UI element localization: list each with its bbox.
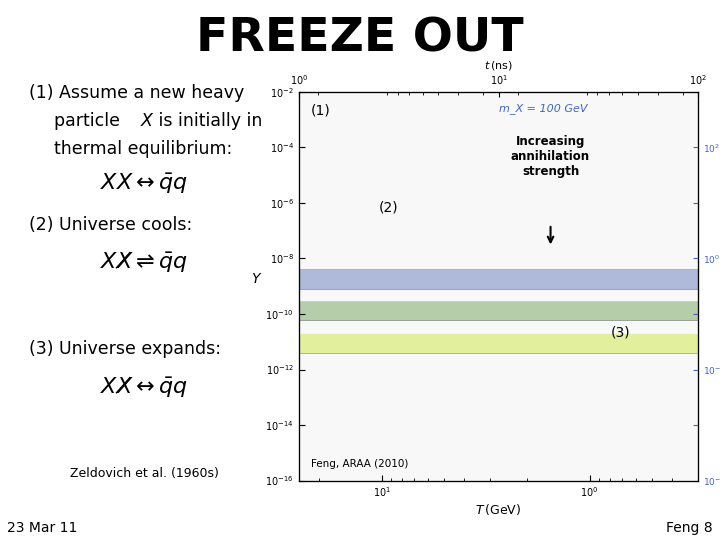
Text: (3): (3)	[611, 325, 630, 339]
Text: (1) Assume a new heavy: (1) Assume a new heavy	[29, 84, 244, 102]
Text: Feng, ARAA (2010): Feng, ARAA (2010)	[311, 459, 408, 469]
X-axis label: $t\,(\mathrm{ns})$: $t\,(\mathrm{ns})$	[485, 59, 513, 72]
Text: Feng 8: Feng 8	[666, 521, 713, 535]
Text: thermal equilibrium:: thermal equilibrium:	[54, 140, 233, 158]
Text: (2): (2)	[379, 201, 398, 215]
X-axis label: $T\,(\mathrm{GeV})$: $T\,(\mathrm{GeV})$	[475, 502, 522, 517]
Text: is initially in: is initially in	[153, 112, 262, 130]
Text: (1): (1)	[311, 104, 330, 118]
Text: m_X = 100 GeV: m_X = 100 GeV	[498, 104, 587, 114]
Text: FREEZE OUT: FREEZE OUT	[196, 16, 524, 61]
Text: Increasing
annihilation
strength: Increasing annihilation strength	[511, 134, 590, 178]
Text: particle: particle	[54, 112, 125, 130]
Text: 23 Mar 11: 23 Mar 11	[7, 521, 78, 535]
Text: (3) Universe expands:: (3) Universe expands:	[29, 340, 221, 358]
Text: Zeldovich et al. (1960s): Zeldovich et al. (1960s)	[70, 467, 218, 480]
Text: $\mathit{XX} \not\leftrightarrow \mathit{\bar{q}q}$: $\mathit{XX} \not\leftrightarrow \mathit…	[100, 374, 188, 399]
Text: $\mathit{XX} \leftrightarrow \mathit{\bar{q}q}$: $\mathit{XX} \leftrightarrow \mathit{\ba…	[100, 172, 188, 196]
Text: $\mathit{XX} \not\rightleftharpoons \mathit{\bar{q}q}$: $\mathit{XX} \not\rightleftharpoons \mat…	[100, 249, 188, 274]
Y-axis label: $Y$: $Y$	[251, 272, 263, 286]
Text: X: X	[140, 112, 152, 130]
Text: (2) Universe cools:: (2) Universe cools:	[29, 216, 192, 234]
